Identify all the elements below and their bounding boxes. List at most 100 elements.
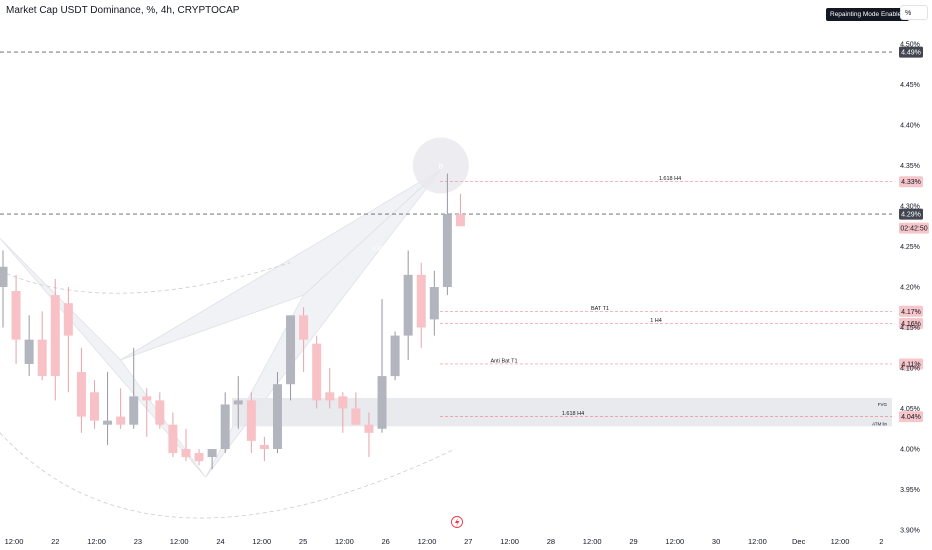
candle: [181, 428, 191, 462]
y-tick-label: 4.25%: [900, 244, 920, 251]
candle: [142, 388, 152, 437]
level-label: BAT T1: [591, 306, 609, 312]
y-tick-label: 4.50%: [900, 42, 920, 49]
price-tag: 4.16%: [899, 317, 923, 329]
pattern-ratio-label: 4.386: [372, 247, 388, 253]
x-tick-label: 12:00: [748, 537, 767, 546]
price-tag-bg: [899, 46, 923, 58]
x-tick-label: 12:00: [5, 537, 24, 546]
candle: [76, 347, 86, 433]
repainting-mode-badge[interactable]: Repainting Mode Enabled: [826, 8, 909, 21]
countdown-timer: 02:42:50: [900, 226, 927, 233]
price-tag-text: 4.33%: [901, 179, 921, 186]
candle-body: [233, 400, 243, 405]
candle-body: [351, 408, 361, 425]
candle-body: [63, 303, 73, 336]
levels-layer: 4.49% 1.618 H4 4.33% 4.29% BAT T1 4.17% 1 H4 4.…: [0, 46, 923, 423]
candle-body: [116, 416, 126, 425]
y-tick-label: 4.30%: [900, 204, 920, 211]
price-tag-bg: [899, 358, 923, 370]
y-tick-label: 4.40%: [900, 123, 920, 130]
candle-body: [207, 449, 217, 458]
x-tick-label: 12:00: [335, 537, 354, 546]
candle-body: [76, 372, 86, 417]
candle-body: [103, 420, 113, 425]
candle-body: [37, 339, 47, 377]
price-tag: 4.29%: [899, 208, 923, 220]
candle: [103, 372, 113, 445]
fvg-label: FVG: [878, 402, 888, 407]
x-tick-label: 29: [629, 537, 637, 546]
y-tick-label: 3.95%: [900, 487, 920, 494]
percent-scale-button[interactable]: %: [900, 5, 928, 20]
candle-body: [416, 274, 426, 328]
x-tick-label: 23: [134, 537, 142, 546]
candle-body: [194, 453, 204, 462]
x-tick-label: 30: [712, 537, 720, 546]
candle-body: [286, 315, 296, 385]
candle-body: [89, 392, 99, 421]
candle-body: [312, 343, 322, 401]
candle: [455, 193, 465, 227]
x-tick-label: 12:00: [665, 537, 684, 546]
candle-body: [442, 214, 452, 287]
candle: [312, 335, 322, 409]
x-tick-label: 28: [547, 537, 555, 546]
candle-body: [272, 384, 282, 449]
candle: [299, 307, 309, 373]
price-tag: 4.11%: [899, 358, 923, 370]
candle: [325, 368, 335, 409]
candle-body: [0, 266, 8, 287]
x-tick-label: Dec: [792, 537, 806, 546]
candle: [416, 262, 426, 348]
candle: [286, 315, 296, 401]
pattern-triangle-acd: [120, 169, 442, 361]
candle-body: [259, 444, 269, 449]
candle-body: [455, 214, 465, 227]
candle-body: [338, 396, 348, 409]
price-tag-text: 4.17%: [901, 309, 921, 316]
lightning-icon[interactable]: [451, 516, 463, 528]
level-label: 1.618 H4: [659, 176, 681, 182]
price-tag-bg: [899, 176, 923, 188]
price-tag-text: 4.29%: [901, 212, 921, 219]
candle: [0, 250, 8, 328]
y-tick-label: 4.20%: [900, 285, 920, 292]
price-tag-bg: [899, 317, 923, 329]
candle: [429, 270, 439, 336]
candle-body: [142, 396, 152, 401]
price-tag-text: 4.11%: [901, 361, 920, 368]
time-axis: 12:00 22 12:00 23 12:00 24 12:00 25 12:00 26 12:00…: [5, 537, 884, 546]
candle: [377, 299, 387, 433]
price-tag: 4.04%: [899, 411, 923, 423]
price-tag-text: 4.04%: [901, 414, 921, 421]
candle-body: [168, 424, 178, 454]
price-tag-bg: [899, 305, 923, 317]
candle: [194, 449, 204, 466]
price-tag: 4.49%: [899, 46, 923, 58]
candle-body: [377, 376, 387, 429]
x-tick-label: 26: [382, 537, 390, 546]
candle-body: [390, 335, 400, 377]
pattern-ratio-label: 4.284: [205, 217, 221, 223]
y-tick-label: 4.05%: [900, 406, 920, 413]
candle: [50, 278, 60, 401]
candle: [338, 392, 348, 433]
candle: [168, 412, 178, 458]
candle-body: [220, 404, 230, 449]
x-tick-label: 22: [51, 537, 59, 546]
pattern-arc-lower: [0, 432, 456, 519]
x-tick-label: 12:00: [252, 537, 271, 546]
candle-body: [11, 291, 21, 340]
candle: [390, 331, 400, 381]
candle: [220, 392, 230, 454]
pattern-point-marker: [412, 137, 469, 194]
x-tick-label: 27: [464, 537, 472, 546]
candle-body: [246, 400, 256, 441]
x-tick-label: 24: [216, 537, 224, 546]
candle-body: [50, 295, 60, 377]
y-tick-label: 3.90%: [900, 528, 920, 535]
y-tick-label: 4.00%: [900, 447, 920, 454]
candle: [442, 173, 452, 296]
